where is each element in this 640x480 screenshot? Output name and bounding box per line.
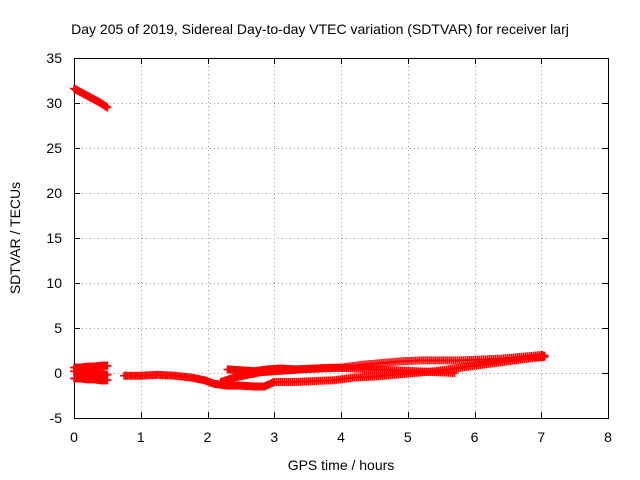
y-tick-label: -5 (50, 410, 63, 426)
y-tick-label: 0 (54, 365, 62, 381)
y-tick-label: 20 (46, 185, 62, 201)
x-tick-label: 4 (337, 429, 345, 445)
x-axis-label: GPS time / hours (287, 457, 395, 473)
data-marks (70, 84, 549, 391)
y-tick-label: 5 (54, 320, 62, 336)
grid-lines (74, 58, 608, 418)
data-series (70, 361, 112, 372)
axis-ticks: 0 1 2 3 4 5 6 7 8 -5 0 5 10 15 20 25 30 35 (46, 50, 612, 445)
x-tick-label: 6 (471, 429, 479, 445)
y-tick-label: 35 (46, 50, 62, 66)
data-point (103, 376, 112, 385)
chart-title: Day 205 of 2019, Sidereal Day-to-day VTE… (71, 21, 569, 37)
x-tick-label: 1 (137, 429, 145, 445)
data-series (70, 374, 112, 385)
data-series (70, 84, 112, 112)
y-axis-label: SDTVAR / TECUs (7, 181, 23, 295)
data-point (103, 103, 112, 112)
x-tick-label: 8 (604, 429, 612, 445)
data-point (540, 351, 549, 360)
x-tick-label: 3 (270, 429, 278, 445)
x-tick-label: 7 (537, 429, 545, 445)
x-tick-label: 5 (404, 429, 412, 445)
y-tick-label: 30 (46, 95, 62, 111)
data-point (103, 361, 112, 370)
x-tick-label: 2 (204, 429, 212, 445)
y-tick-label: 25 (46, 140, 62, 156)
data-series (216, 351, 549, 386)
data-point (450, 369, 459, 377)
y-tick-label: 10 (46, 275, 62, 291)
y-tick-label: 15 (46, 230, 62, 246)
x-tick-label: 0 (70, 429, 78, 445)
